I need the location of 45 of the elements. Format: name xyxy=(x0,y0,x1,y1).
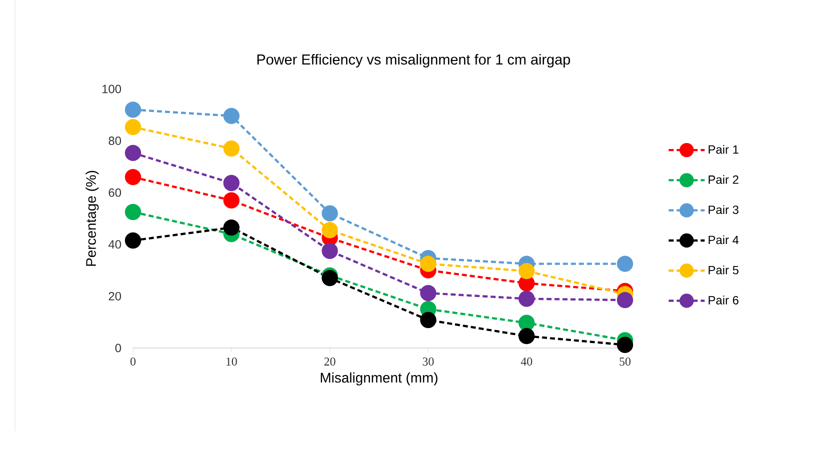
legend-label: Pair 4 xyxy=(708,235,739,244)
point xyxy=(518,262,535,280)
point xyxy=(124,144,142,162)
point xyxy=(223,192,240,208)
legend-label: Pair 2 xyxy=(708,175,738,184)
point xyxy=(223,174,240,192)
y-tick-label: 20 xyxy=(108,292,122,300)
point xyxy=(616,292,634,308)
point xyxy=(223,140,240,157)
point xyxy=(124,168,142,186)
point xyxy=(223,108,240,124)
point xyxy=(223,219,240,236)
legend-label: Pair 3 xyxy=(708,205,738,214)
y-tick-label: 60 xyxy=(108,188,122,197)
legend-label: Pair 5 xyxy=(708,266,738,274)
point xyxy=(420,312,436,328)
point xyxy=(518,290,535,307)
x-tick-label: 50 xyxy=(620,358,631,366)
x-tick-label: 40 xyxy=(520,358,532,366)
y-axis-title: Percentage (%) xyxy=(86,170,99,266)
x-tick-label: 0 xyxy=(130,358,136,366)
point xyxy=(420,284,436,302)
legend-label: Pair 6 xyxy=(708,296,738,304)
x-axis-title: Misalignment (mm) xyxy=(320,372,438,386)
point xyxy=(322,205,338,222)
point xyxy=(124,102,142,118)
x-tick-label: 30 xyxy=(422,358,434,366)
y-tick-label: 0 xyxy=(115,344,122,352)
point xyxy=(420,256,436,272)
point xyxy=(322,222,338,238)
point xyxy=(518,328,535,344)
point xyxy=(124,204,142,220)
x-tick-label: 20 xyxy=(324,358,336,366)
chart-title: Power Efficiency vs misalignment for 1 cm airgap xyxy=(257,54,570,68)
y-tick-label: 100 xyxy=(102,84,122,94)
point xyxy=(518,314,535,331)
point xyxy=(616,256,634,272)
point xyxy=(124,118,142,136)
legend-label: Pair 1 xyxy=(708,144,738,154)
point xyxy=(616,336,634,353)
point xyxy=(322,242,338,259)
point xyxy=(124,232,142,249)
y-tick-label: 40 xyxy=(108,240,122,249)
y-tick-label: 80 xyxy=(108,136,122,146)
x-tick-label: 10 xyxy=(226,358,237,366)
